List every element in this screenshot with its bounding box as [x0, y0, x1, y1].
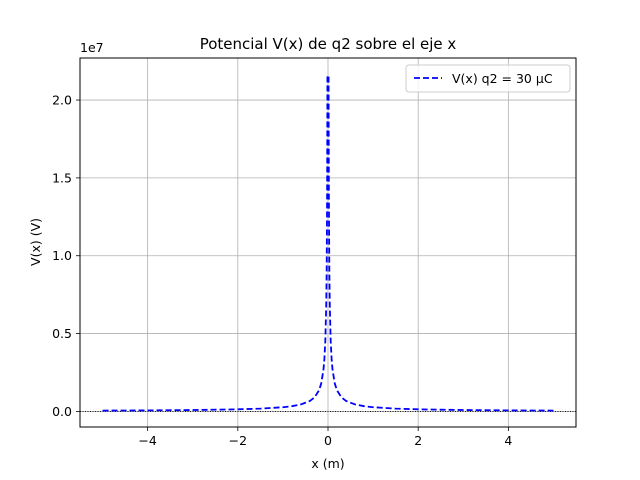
- x-tick-label: 2: [414, 433, 422, 448]
- x-tick-label: 4: [504, 433, 512, 448]
- x-tick-label: −4: [138, 433, 156, 448]
- legend-box: [405, 64, 571, 93]
- y-ticks: 0.0 0.5 1.0 1.5 2.0: [52, 93, 80, 419]
- x-tick-label: 0: [324, 433, 332, 448]
- y-tick-label: 0.0: [52, 404, 72, 419]
- y-tick-label: 1.0: [52, 248, 72, 263]
- series-group: [102, 74, 554, 412]
- y-tick-label: 1.5: [52, 170, 72, 185]
- legend: V(x) q2 = 30 μC: [405, 64, 571, 93]
- y-tick-label: 2.0: [52, 93, 72, 108]
- series-line: [102, 74, 554, 412]
- legend-entry-label: V(x) q2 = 30 μC: [452, 71, 553, 86]
- y-tick-label: 0.5: [52, 326, 72, 341]
- x-ticks: −4 −2 0 2 4: [138, 427, 512, 448]
- x-axis-label: x (m): [311, 456, 344, 471]
- chart-title: Potencial V(x) de q2 sobre el eje x: [200, 35, 457, 53]
- x-tick-label: −2: [229, 433, 247, 448]
- y-offset-label: 1e7: [80, 40, 104, 55]
- y-axis-label: V(x) (V): [28, 218, 43, 266]
